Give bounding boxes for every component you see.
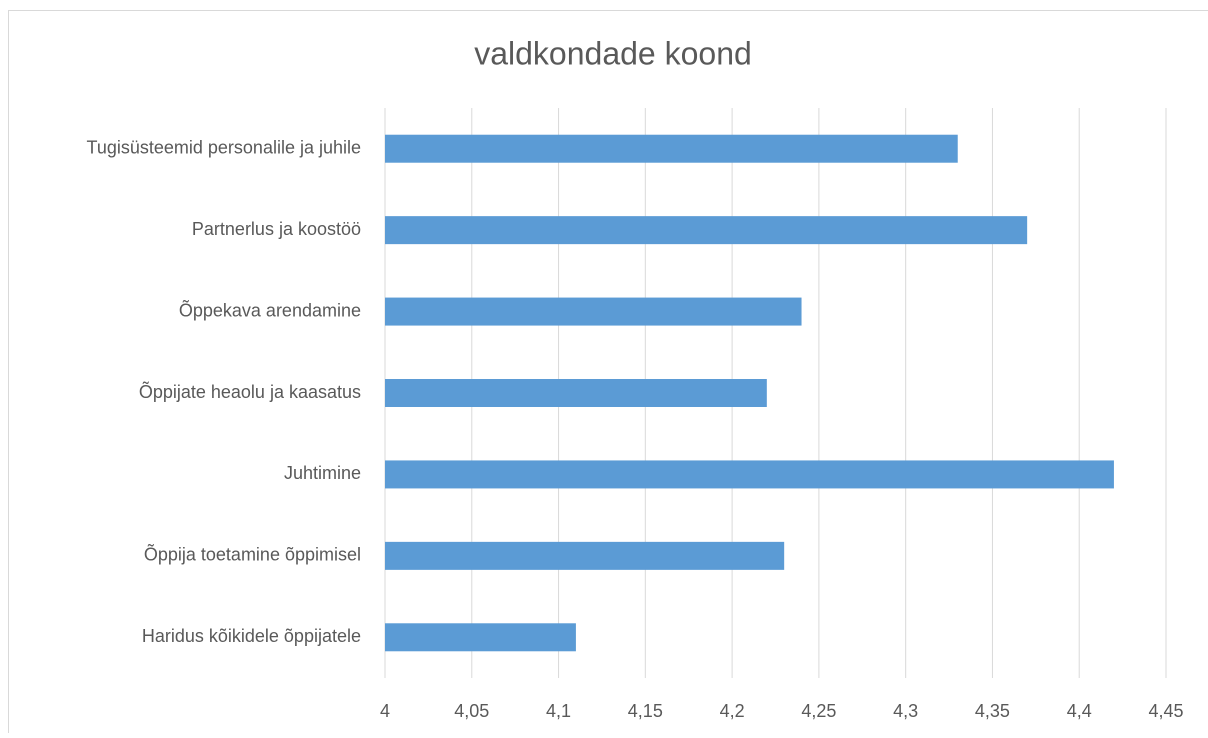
y-tick-label: Juhtimine — [284, 463, 361, 483]
x-tick-label: 4,05 — [454, 701, 489, 721]
x-tick-label: 4,15 — [628, 701, 663, 721]
x-tick-label: 4,25 — [801, 701, 836, 721]
chart-frame — [9, 11, 1208, 734]
bar — [385, 623, 576, 651]
x-tick-label: 4,2 — [720, 701, 745, 721]
x-tick-label: 4,4 — [1067, 701, 1092, 721]
bar — [385, 298, 802, 326]
y-tick-label: Haridus kõikidele õppijatele — [142, 626, 361, 646]
bar — [385, 216, 1027, 244]
y-tick-label: Õppekava arendamine — [179, 299, 361, 320]
y-tick-label: Õppija toetamine õppimisel — [144, 544, 361, 565]
y-tick-label: Tugisüsteemid personalile ja juhile — [87, 137, 361, 157]
bar — [385, 135, 958, 163]
y-tick-label: Partnerlus ja koostöö — [192, 219, 361, 239]
x-tick-label: 4,45 — [1148, 701, 1183, 721]
x-tick-label: 4,3 — [893, 701, 918, 721]
x-tick-label: 4,1 — [546, 701, 571, 721]
x-tick-label: 4,35 — [975, 701, 1010, 721]
y-tick-label: Õppijate heaolu ja kaasatus — [139, 381, 361, 402]
chart-title: valdkondade koond — [474, 35, 752, 71]
bar — [385, 460, 1114, 488]
bar — [385, 542, 784, 570]
x-tick-label: 4 — [380, 701, 390, 721]
bar — [385, 379, 767, 407]
